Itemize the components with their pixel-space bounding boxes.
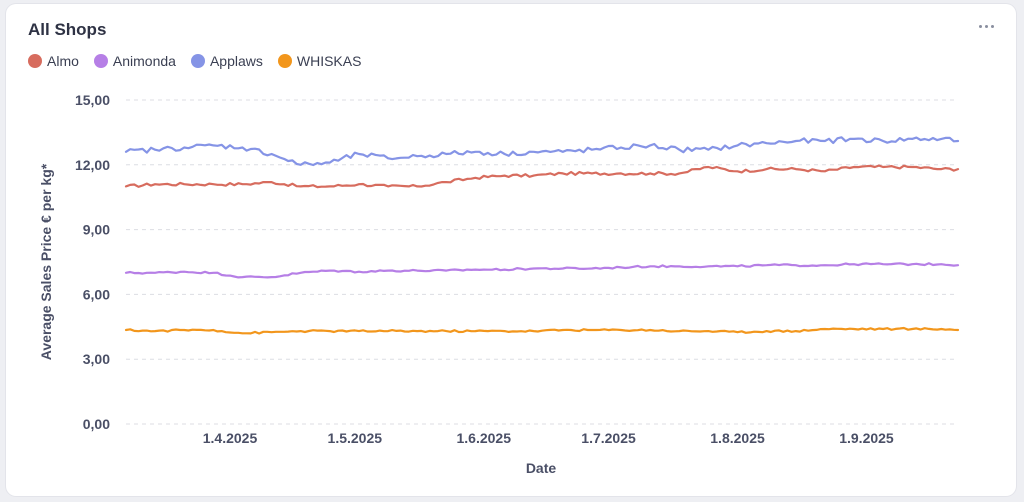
series-line-almo[interactable] [124,164,960,189]
x-tick-label: 1.8.2025 [710,430,765,446]
y-tick-label: 9,00 [83,222,110,238]
legend-swatch-almo [28,54,42,68]
y-tick-label: 12,00 [75,157,110,173]
series-line-animonda[interactable] [124,262,960,279]
legend-label: Animonda [112,53,176,69]
legend-swatch-animonda [93,54,108,68]
x-tick-label: 1.6.2025 [457,430,512,446]
series-line-whiskas[interactable] [124,326,960,335]
legend-label: Applaws [209,53,263,69]
legend-swatch-applaws [190,54,205,68]
legend-swatch-whiskas [277,54,292,68]
x-axis-label: Date [526,460,557,476]
chart-title: All Shops [28,20,107,39]
y-tick-label: 6,00 [83,286,110,302]
legend-item-almo[interactable]: Almo [28,53,79,69]
legend-label: WHISKAS [296,53,362,69]
y-axis-label: Average Sales Price € per kg* [38,163,54,360]
legend-label: Almo [47,53,79,69]
grid-lines [126,99,958,425]
x-tick-label: 1.4.2025 [203,430,258,446]
x-tick-label: 1.7.2025 [581,430,636,446]
legend-item-whiskas[interactable]: WHISKAS [277,53,362,69]
y-axis-ticks: 0,00 3,00 6,00 9,00 12,00 15,00 [75,92,110,432]
series-line-applaws[interactable] [124,136,960,167]
legend-item-applaws[interactable]: Applaws [190,53,263,69]
y-tick-label: 0,00 [83,416,110,432]
legend-item-animonda[interactable]: Animonda [93,53,176,69]
y-tick-label: 3,00 [83,351,110,367]
y-tick-label: 15,00 [75,92,110,108]
x-tick-label: 1.9.2025 [839,430,894,446]
series-lines [124,136,960,335]
more-options-icon[interactable] [972,16,1000,36]
x-tick-label: 1.5.2025 [328,430,383,446]
x-axis-ticks: 1.4.2025 1.5.2025 1.6.2025 1.7.2025 1.8.2025… [203,430,894,446]
chart-legend: Almo Animonda Applaws WHISKAS [28,53,376,69]
chart-card: All Shops Almo Animonda Applaws WHISKAS [6,4,1016,496]
